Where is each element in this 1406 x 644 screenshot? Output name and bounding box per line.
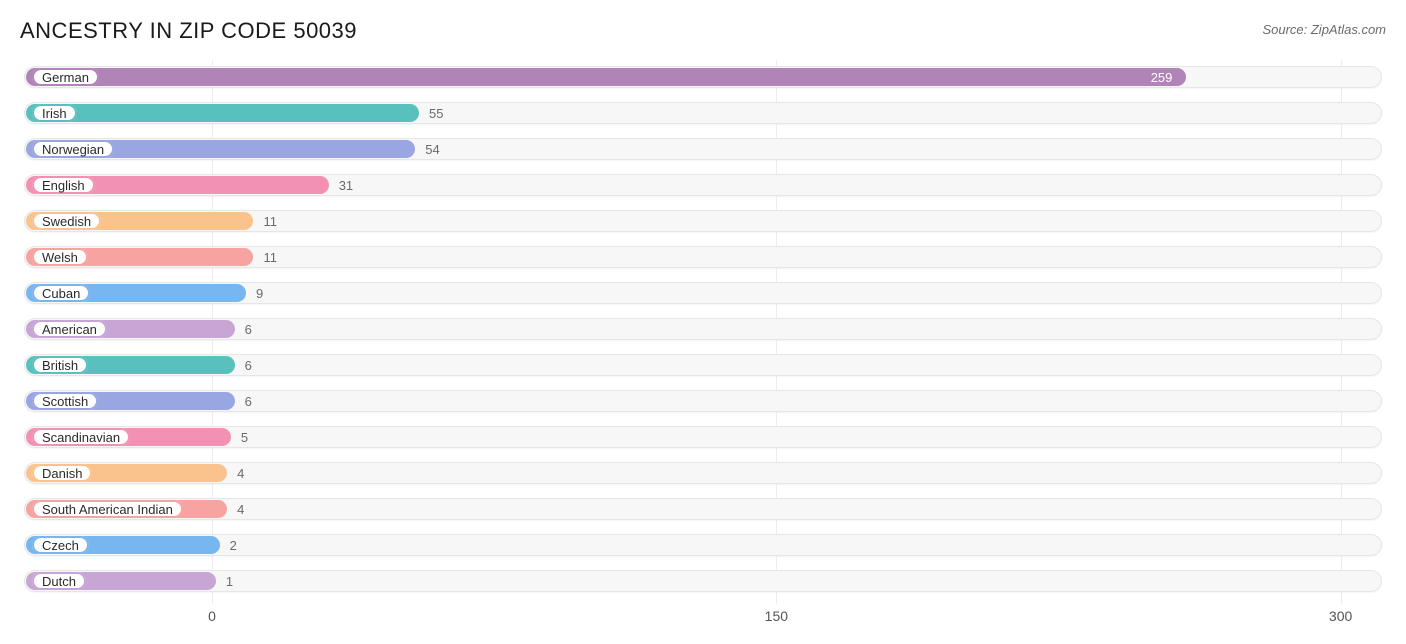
bar-row: Dutch 1 xyxy=(24,566,1382,596)
bar-label-pill: British xyxy=(32,356,88,374)
bar-value: 55 xyxy=(429,104,443,122)
bar-label: Scandinavian xyxy=(42,430,120,445)
bar-label: American xyxy=(42,322,97,337)
bar-label-pill: Danish xyxy=(32,464,92,482)
bar-row: Danish 4 xyxy=(24,458,1382,488)
bar-label-pill: German xyxy=(32,68,99,86)
bar-label: English xyxy=(42,178,85,193)
bar-row: Swedish 11 xyxy=(24,206,1382,236)
bar-label: South American Indian xyxy=(42,502,173,517)
bar-value: 11 xyxy=(263,212,277,230)
bar-label: Danish xyxy=(42,466,82,481)
bar-value: 259 xyxy=(1151,68,1173,86)
bar-value: 2 xyxy=(230,536,237,554)
bar-label: Welsh xyxy=(42,250,78,265)
bar-label-pill: Irish xyxy=(32,104,77,122)
bar-row: Cuban 9 xyxy=(24,278,1382,308)
bar-track xyxy=(24,498,1382,520)
bar-value: 5 xyxy=(241,428,248,446)
bar-row: American 6 xyxy=(24,314,1382,344)
x-axis: 0 150 300 xyxy=(24,602,1382,630)
chart-container: ANCESTRY IN ZIP CODE 50039 Source: ZipAt… xyxy=(0,0,1406,644)
bar-label-pill: English xyxy=(32,176,95,194)
bar-row: Scottish 6 xyxy=(24,386,1382,416)
bar-label-pill: Scandinavian xyxy=(32,428,130,446)
chart-header: ANCESTRY IN ZIP CODE 50039 Source: ZipAt… xyxy=(20,18,1386,44)
bar xyxy=(26,104,419,122)
bar-row: Welsh 11 xyxy=(24,242,1382,272)
bar-track xyxy=(24,462,1382,484)
bar-label: Irish xyxy=(42,106,67,121)
bar-label: Dutch xyxy=(42,574,76,589)
bar-row: British 6 xyxy=(24,350,1382,380)
bar-row: German 259 xyxy=(24,62,1382,92)
bar-label-pill: Cuban xyxy=(32,284,90,302)
bar-label: Czech xyxy=(42,538,79,553)
bar-row: English 31 xyxy=(24,170,1382,200)
x-axis-tick: 0 xyxy=(208,608,216,624)
bar-row: Irish 55 xyxy=(24,98,1382,128)
chart-rows: German259Irish55Norwegian54English31Swed… xyxy=(24,62,1382,596)
chart-plot-area: German259Irish55Norwegian54English31Swed… xyxy=(24,62,1382,630)
bar-value: 6 xyxy=(245,320,252,338)
bar-label: Scottish xyxy=(42,394,88,409)
bar-label: Norwegian xyxy=(42,142,104,157)
bar-label-pill: Welsh xyxy=(32,248,88,266)
bar-label-pill: Czech xyxy=(32,536,89,554)
chart-source: Source: ZipAtlas.com xyxy=(1262,22,1386,37)
bar-label-pill: American xyxy=(32,320,107,338)
bar-track xyxy=(24,534,1382,556)
bar-row: Norwegian 54 xyxy=(24,134,1382,164)
bar-label: British xyxy=(42,358,78,373)
bar-value: 4 xyxy=(237,500,244,518)
bar xyxy=(26,68,1186,86)
bar-label-pill: Scottish xyxy=(32,392,98,410)
bar-value: 6 xyxy=(245,392,252,410)
bar-label: Swedish xyxy=(42,214,91,229)
bar-value: 54 xyxy=(425,140,439,158)
x-axis-tick: 150 xyxy=(765,608,788,624)
bar-value: 1 xyxy=(226,572,233,590)
bar-value: 6 xyxy=(245,356,252,374)
bar-label-pill: Swedish xyxy=(32,212,101,230)
bar-row: Scandinavian 5 xyxy=(24,422,1382,452)
chart-title: ANCESTRY IN ZIP CODE 50039 xyxy=(20,18,357,44)
bar-value: 9 xyxy=(256,284,263,302)
x-axis-tick: 300 xyxy=(1329,608,1352,624)
bar-value: 31 xyxy=(339,176,353,194)
bar-label: Cuban xyxy=(42,286,80,301)
bar-label-pill: Dutch xyxy=(32,572,86,590)
bar-label-pill: Norwegian xyxy=(32,140,114,158)
bar-label-pill: South American Indian xyxy=(32,500,183,518)
bar-label: German xyxy=(42,70,89,85)
bar-row: Czech 2 xyxy=(24,530,1382,560)
bar-row: South American Indian 4 xyxy=(24,494,1382,524)
bar-value: 4 xyxy=(237,464,244,482)
bar-value: 11 xyxy=(263,248,277,266)
